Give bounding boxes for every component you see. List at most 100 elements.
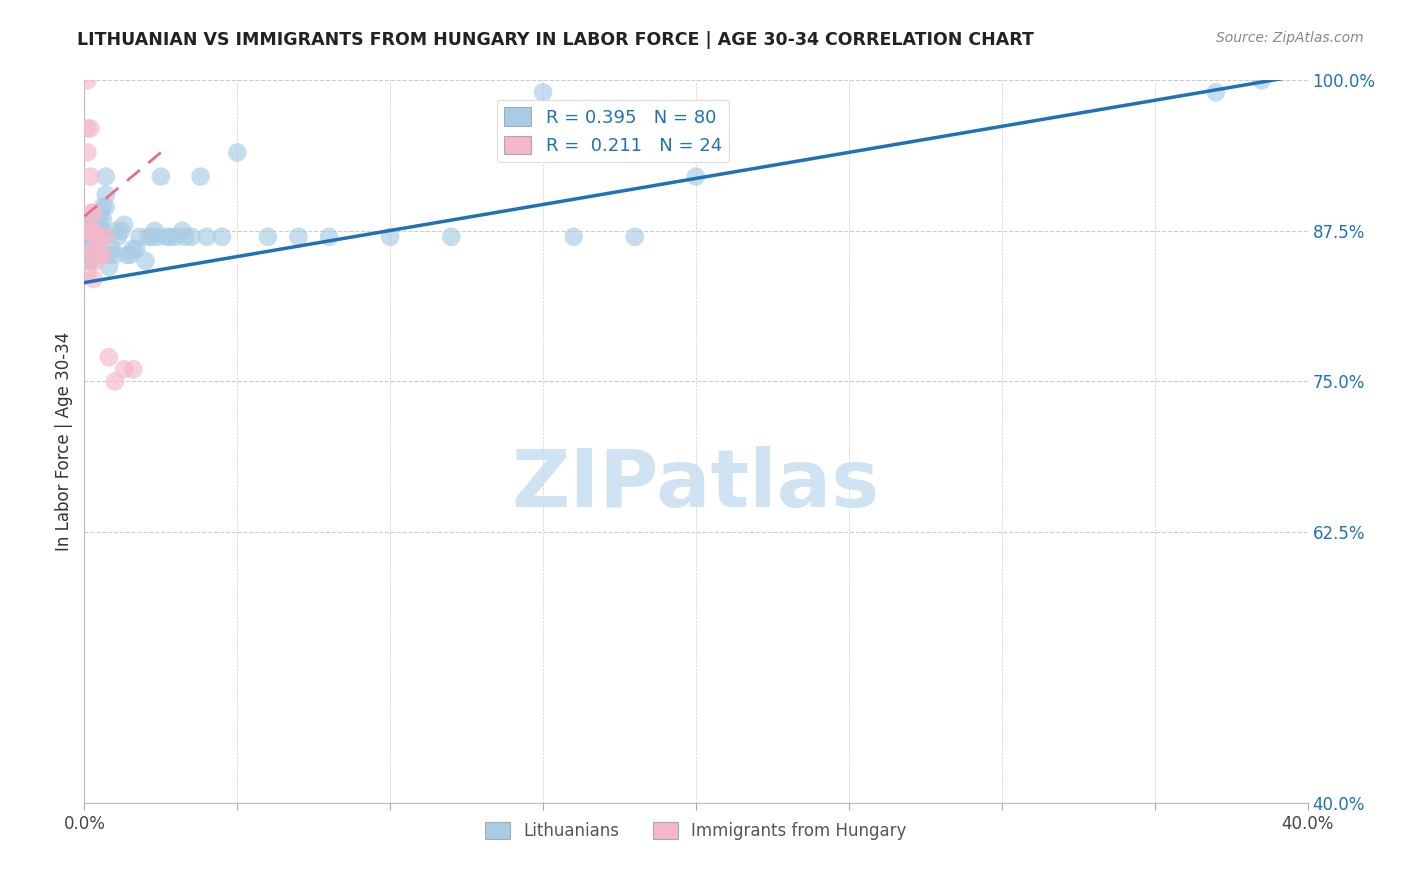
Point bbox=[76, 121, 98, 136]
Point bbox=[83, 224, 105, 238]
Point bbox=[685, 169, 707, 184]
Point bbox=[531, 85, 554, 99]
Point bbox=[122, 242, 145, 256]
Point bbox=[76, 235, 98, 250]
Point bbox=[89, 229, 111, 244]
Point bbox=[287, 229, 309, 244]
Point bbox=[190, 169, 212, 184]
Text: LITHUANIAN VS IMMIGRANTS FROM HUNGARY IN LABOR FORCE | AGE 30-34 CORRELATION CHA: LITHUANIAN VS IMMIGRANTS FROM HUNGARY IN… bbox=[77, 31, 1035, 49]
Point bbox=[104, 248, 127, 262]
Point bbox=[146, 229, 169, 244]
Point bbox=[86, 224, 108, 238]
Point bbox=[97, 260, 120, 274]
Point bbox=[112, 218, 135, 232]
Point bbox=[83, 229, 105, 244]
Point bbox=[624, 229, 647, 244]
Point bbox=[141, 229, 163, 244]
Point bbox=[195, 229, 218, 244]
Point bbox=[94, 229, 117, 244]
Point bbox=[156, 229, 179, 244]
Point bbox=[380, 229, 402, 244]
Point bbox=[76, 224, 98, 238]
Point bbox=[97, 248, 120, 262]
Point bbox=[1205, 85, 1227, 99]
Point bbox=[76, 242, 98, 256]
Point bbox=[76, 229, 98, 244]
Point bbox=[143, 224, 166, 238]
Point bbox=[79, 248, 101, 262]
Point bbox=[86, 229, 108, 244]
Point bbox=[79, 224, 101, 238]
Point bbox=[180, 229, 202, 244]
Point bbox=[79, 248, 101, 262]
Point bbox=[112, 362, 135, 376]
Point bbox=[86, 211, 108, 226]
Point bbox=[174, 229, 197, 244]
Point bbox=[86, 253, 108, 268]
Point bbox=[79, 224, 101, 238]
Point bbox=[83, 242, 105, 256]
Y-axis label: In Labor Force | Age 30-34: In Labor Force | Age 30-34 bbox=[55, 332, 73, 551]
Point bbox=[107, 229, 129, 244]
Point bbox=[128, 229, 150, 244]
Point bbox=[91, 200, 114, 214]
Point bbox=[91, 224, 114, 238]
Point bbox=[89, 229, 111, 244]
Point bbox=[76, 248, 98, 262]
Point bbox=[76, 224, 98, 238]
Text: ZIPatlas: ZIPatlas bbox=[512, 446, 880, 524]
Point bbox=[83, 235, 105, 250]
Point bbox=[89, 224, 111, 238]
Text: Source: ZipAtlas.com: Source: ZipAtlas.com bbox=[1216, 31, 1364, 45]
Point bbox=[89, 205, 111, 219]
Point bbox=[79, 218, 101, 232]
Point bbox=[135, 253, 157, 268]
Point bbox=[76, 224, 98, 238]
Point bbox=[149, 169, 172, 184]
Point bbox=[440, 229, 463, 244]
Point bbox=[159, 229, 181, 244]
Point bbox=[76, 218, 98, 232]
Point bbox=[562, 229, 585, 244]
Point bbox=[94, 169, 117, 184]
Point bbox=[86, 229, 108, 244]
Point bbox=[76, 145, 98, 160]
Point bbox=[83, 224, 105, 238]
Point bbox=[125, 242, 148, 256]
Point bbox=[79, 121, 101, 136]
Point bbox=[86, 218, 108, 232]
Point bbox=[79, 242, 101, 256]
Point bbox=[94, 200, 117, 214]
Point bbox=[101, 242, 124, 256]
Point bbox=[110, 224, 132, 238]
Point bbox=[79, 253, 101, 268]
Point bbox=[318, 229, 340, 244]
Point bbox=[138, 229, 160, 244]
Point bbox=[165, 229, 187, 244]
Point bbox=[94, 187, 117, 202]
Point bbox=[76, 224, 98, 238]
Point bbox=[211, 229, 233, 244]
Point bbox=[89, 248, 111, 262]
Point bbox=[91, 248, 114, 262]
Point bbox=[91, 211, 114, 226]
Legend: Lithuanians, Immigrants from Hungary: Lithuanians, Immigrants from Hungary bbox=[478, 815, 914, 847]
Point bbox=[79, 205, 101, 219]
Point bbox=[79, 224, 101, 238]
Point bbox=[76, 224, 98, 238]
Point bbox=[83, 272, 105, 286]
Point bbox=[83, 205, 105, 219]
Point bbox=[79, 253, 101, 268]
Point bbox=[115, 248, 138, 262]
Point bbox=[76, 253, 98, 268]
Point bbox=[83, 242, 105, 256]
Point bbox=[79, 229, 101, 244]
Point bbox=[97, 350, 120, 364]
Point bbox=[104, 374, 127, 388]
Point bbox=[1250, 73, 1272, 87]
Point bbox=[226, 145, 249, 160]
Point bbox=[104, 224, 127, 238]
Point bbox=[76, 229, 98, 244]
Point bbox=[120, 248, 142, 262]
Point bbox=[79, 169, 101, 184]
